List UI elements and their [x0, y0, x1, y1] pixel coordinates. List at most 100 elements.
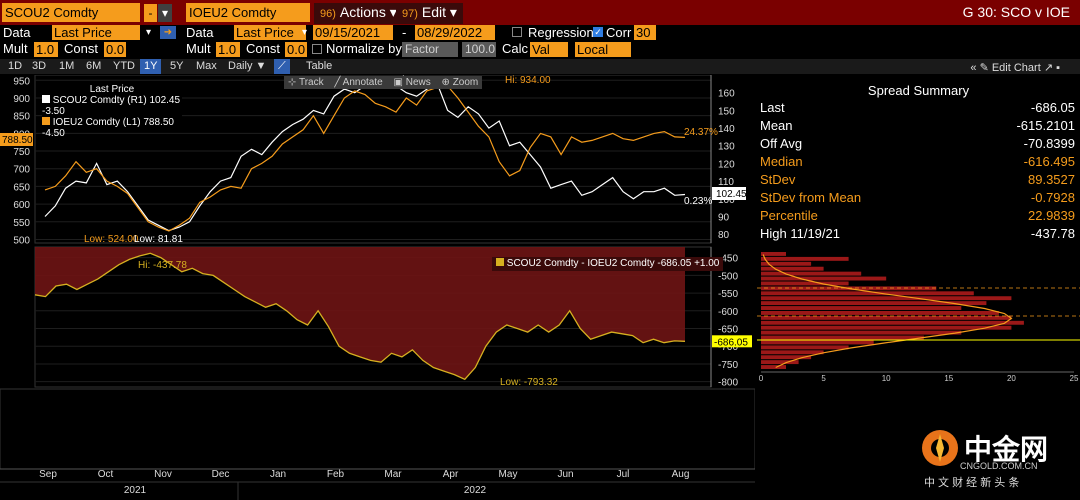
right-tick-label: 110 [718, 177, 734, 188]
left-tick-label: 850 [13, 112, 30, 123]
chart-type-icon[interactable]: ⟋ [274, 59, 290, 74]
legend-item-sco: SCOU2 Comdty (R1) 102.45 -3.50 [42, 95, 182, 117]
zoom-tool[interactable]: ⊕ Zoom [441, 77, 479, 88]
summary-key: Percentile [760, 208, 818, 223]
lower-legend: SCOU2 Comdty - IOEU2 Comdty -686.05 +1.0… [492, 257, 724, 271]
minus-button[interactable]: - [144, 4, 157, 22]
normalize-checkbox[interactable] [312, 44, 322, 54]
month-label: Sep [39, 469, 57, 480]
table-button[interactable]: Table [306, 60, 333, 72]
range-1y-button[interactable]: 1Y [140, 59, 162, 74]
actions-menu-button[interactable]: 96) Actions ▾ [314, 3, 403, 24]
data1-dropdown-icon[interactable]: ▾ [146, 27, 152, 38]
range-3d-button[interactable]: 3D [32, 60, 47, 72]
spread-legend-label: SCOU2 Comdty - IOEU2 Comdty -686.05 +1.0… [506, 258, 720, 269]
top-command-bar: SCOU2 Comdty - ▾ IOEU2 Comdty 96) Actions… [0, 0, 1080, 25]
left-tick-label: 650 [13, 182, 30, 193]
regression-checkbox[interactable] [512, 27, 522, 37]
histogram-bar [761, 252, 786, 256]
summary-key: Off Avg [760, 136, 803, 151]
normalize-select[interactable]: Factor [402, 42, 458, 57]
dropdown-arrow-button[interactable]: ▾ [158, 4, 172, 22]
calc-select[interactable]: Val [530, 42, 568, 57]
data2-select[interactable]: Last Price [234, 25, 306, 40]
histogram-bar [761, 301, 987, 306]
summary-row-stdev-from-mean: StDev from Mean -0.7928 [760, 189, 1075, 207]
hist-tick-label: 25 [1070, 374, 1079, 383]
histogram-bar [761, 320, 1024, 325]
ioe-change-annotation: 24.37% [684, 127, 718, 138]
sco-last-price-badge [712, 187, 746, 200]
frequency-select[interactable]: Daily ▼ [228, 60, 267, 72]
end-date-field[interactable]: 08/29/2022 [415, 25, 495, 40]
corr-checkbox[interactable]: ✓ [593, 27, 603, 37]
summary-value: -0.7928 [1030, 190, 1075, 205]
spread-tick-label: -500 [718, 271, 738, 282]
low-ioe-annotation: Low: 524.00 [84, 234, 139, 245]
histogram-bar [761, 345, 849, 350]
start-date-field[interactable]: 09/15/2021 [313, 25, 393, 40]
spread-summary-panel: « ✎ Edit Chart ↗ ▪ Spread Summary Last -6… [757, 62, 1080, 247]
right-tick-label: 80 [718, 230, 730, 241]
mult-row: Mult 1.0 Const 0.0 Mult 1.0 Const 0.0 No… [0, 41, 1080, 59]
summary-value: 89.3527 [1028, 172, 1075, 187]
summary-row-stdev: StDev 89.3527 [760, 171, 1075, 189]
legend-item-ioe: IOEU2 Comdty (L1) 788.50 -4.50 [42, 117, 182, 139]
edit-menu-button[interactable]: 97) Edit ▾ [396, 3, 463, 24]
spread-last-badge [712, 335, 752, 348]
mult2-field[interactable]: 1.0 [216, 42, 240, 57]
security1-field[interactable]: SCOU2 Comdty [2, 3, 140, 22]
const2-field[interactable]: 0.0 [285, 42, 307, 57]
edit-chart-button[interactable]: « ✎ Edit Chart ↗ ▪ [970, 62, 1060, 74]
data2-label: Data [186, 25, 214, 40]
month-label: Mar [384, 469, 402, 480]
range-1m-button[interactable]: 1M [59, 60, 75, 72]
histogram-bar [761, 276, 887, 281]
brand-name: 中金网 [964, 434, 1049, 465]
range-5y-button[interactable]: 5Y [170, 60, 184, 72]
edit-menu-label: Edit ▾ [421, 4, 457, 20]
month-label: Dec [212, 469, 230, 480]
annotate-tool[interactable]: ╱ Annotate [334, 77, 383, 88]
chart-area[interactable]: Sep Oct Nov Dec Jan Feb Mar Apr May Jun Jul Aug 2021… [0, 75, 755, 500]
normalize-value-field[interactable]: 100.0 [462, 42, 496, 57]
low-sco-annotation: Low: 81.81 [134, 234, 183, 245]
month-label: Jan [270, 469, 286, 480]
summary-value: -615.2101 [1016, 118, 1075, 133]
right-tick-label: 100 [718, 195, 735, 206]
histogram-bar [761, 311, 999, 315]
summary-key: Median [760, 154, 803, 169]
news-tool[interactable]: ▣ News [393, 77, 431, 88]
const1-field[interactable]: 0.0 [104, 42, 126, 57]
annotate-label: Annotate [342, 77, 383, 88]
histogram-bar [761, 330, 962, 335]
spread-tick-label: -650 [718, 325, 738, 336]
histogram-bar [761, 306, 962, 310]
local-select[interactable]: Local [575, 42, 631, 57]
histogram-bar [761, 365, 786, 369]
spread-histogram: 0 5 10 15 20 25 [757, 248, 1080, 383]
brand-tagline: 中 文 财 经 新 头 条 [924, 477, 1020, 489]
range-1d-button[interactable]: 1D [8, 60, 23, 72]
summary-key: Mean [760, 118, 793, 133]
upper-legend: Last Price SCOU2 Comdty (R1) 102.45 -3.5… [42, 84, 182, 139]
summary-value: -616.495 [1023, 154, 1075, 169]
year-label: 2021 [124, 485, 147, 496]
range-max-button[interactable]: Max [196, 60, 217, 72]
mult1-field[interactable]: 1.0 [34, 42, 58, 57]
right-tick-label: 160 [718, 89, 735, 100]
track-tool[interactable]: ⊹ Track [288, 77, 324, 88]
left-tick-label: 700 [13, 165, 30, 176]
spread-tick-label: -550 [718, 289, 738, 300]
corr-value-field[interactable]: 30 [634, 25, 656, 40]
security2-field[interactable]: IOEU2 Comdty [186, 3, 310, 22]
range-ytd-button[interactable]: YTD [113, 60, 135, 72]
spread-area-fill [35, 247, 685, 380]
spread-low-annotation: Low: -793.32 [500, 377, 558, 388]
histogram-bar [761, 340, 874, 345]
ioe-price-line [44, 85, 686, 232]
data2-dropdown-icon[interactable]: ▾ [302, 27, 308, 38]
range-6m-button[interactable]: 6M [86, 60, 102, 72]
regression-label: Regression [528, 25, 594, 40]
data1-select[interactable]: Last Price [52, 25, 140, 40]
